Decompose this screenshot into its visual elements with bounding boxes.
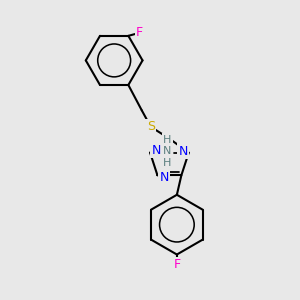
Text: N: N — [159, 171, 169, 184]
Text: N: N — [152, 144, 161, 157]
Text: N: N — [179, 145, 188, 158]
Text: F: F — [173, 259, 180, 272]
Text: F: F — [136, 26, 143, 39]
Text: H
N
H: H N H — [163, 135, 171, 168]
Text: S: S — [147, 120, 155, 133]
